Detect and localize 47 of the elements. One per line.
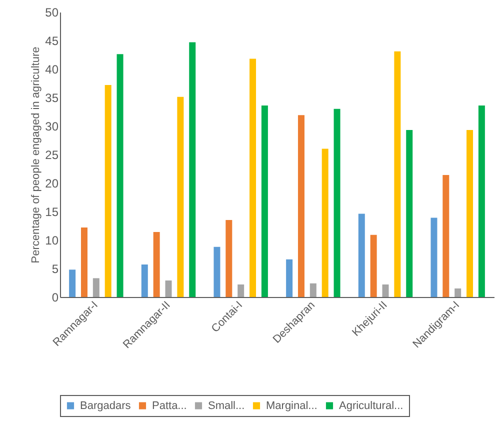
legend-label: Patta...: [152, 400, 187, 412]
legend-label: Agricultural...: [339, 400, 404, 412]
bar: [92, 278, 100, 297]
bar: [116, 54, 124, 297]
bar: [80, 227, 88, 297]
bar: [141, 264, 148, 297]
y-axis-title: Percentage of people engaged in agriculture: [30, 46, 42, 264]
y-tick-label: 10: [45, 234, 59, 248]
bar: [165, 280, 172, 297]
bar: [310, 283, 316, 297]
bar: [261, 105, 268, 297]
bar: [226, 220, 232, 297]
bar: [406, 130, 413, 297]
y-tick-label: 30: [45, 120, 59, 134]
bar: [104, 84, 112, 297]
y-tick-label: 0: [52, 290, 59, 304]
y-tick-label: 15: [45, 205, 59, 219]
bar: [189, 42, 196, 297]
y-tick-label: 35: [45, 91, 59, 105]
bar: [382, 284, 389, 297]
bar: [430, 218, 438, 297]
legend-label: Marginal...: [266, 400, 318, 412]
y-tick-label: 5: [52, 262, 59, 276]
bar: [177, 96, 184, 297]
y-tick-label: 20: [45, 176, 59, 190]
bar: [322, 148, 328, 297]
bar: [298, 115, 304, 297]
legend-label: Small...: [208, 400, 245, 412]
y-tick-label: 25: [45, 148, 59, 162]
bar: [358, 214, 365, 297]
bar: [238, 284, 244, 297]
bar: [69, 270, 76, 297]
bar: [214, 246, 220, 297]
bar: [334, 108, 340, 297]
bar: [466, 130, 474, 297]
y-tick-label: 45: [45, 34, 59, 48]
y-tick-label: 50: [45, 6, 59, 20]
bar: [394, 51, 401, 297]
bar: [478, 105, 485, 297]
bar: [442, 175, 450, 297]
bar: [250, 58, 256, 297]
legend-label: Bargadars: [80, 400, 132, 412]
y-tick-label: 40: [45, 62, 59, 76]
bar: [454, 288, 462, 297]
bar: [286, 259, 293, 297]
bar: [153, 232, 160, 297]
bar: [370, 234, 377, 297]
